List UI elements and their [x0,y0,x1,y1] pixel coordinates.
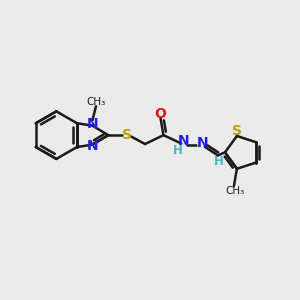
Text: S: S [232,124,242,138]
Text: H: H [214,155,224,168]
Text: CH₃: CH₃ [86,98,106,107]
Text: N: N [87,117,98,131]
Text: O: O [154,107,166,121]
Text: H: H [173,143,183,157]
Text: CH₃: CH₃ [225,186,244,196]
Text: N: N [87,139,98,153]
Text: N: N [196,136,208,150]
Text: N: N [177,134,189,148]
Text: S: S [122,128,132,142]
